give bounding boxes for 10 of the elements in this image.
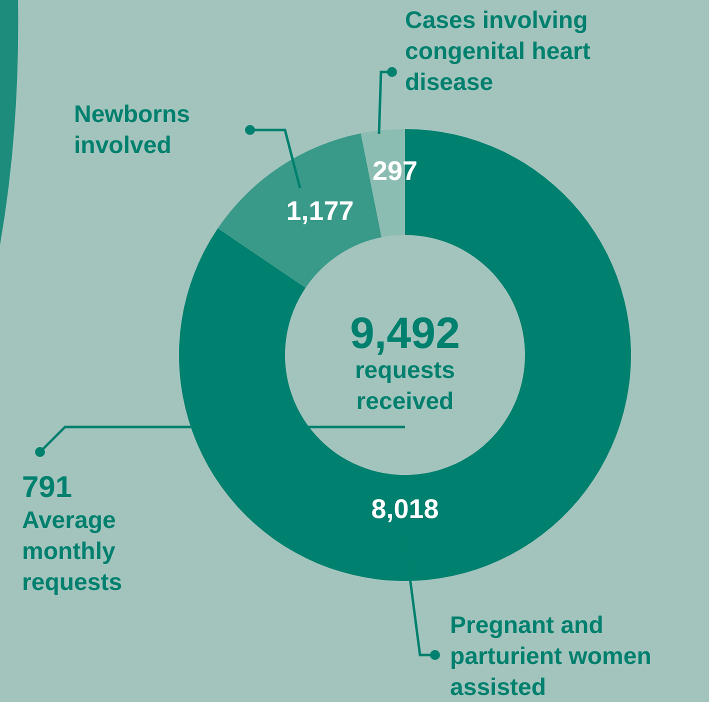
slice-label: Newborns involved [74,101,190,159]
legend-label: Pregnant and parturient women assisted [450,612,652,701]
donut-slice [179,129,631,581]
text: 791 [22,471,72,504]
text: Average monthly requests [22,507,122,596]
data-label: 8,018 [371,494,439,524]
data-label: 1,177 [286,196,354,226]
slice-label: Cases involving congenital heart disease [405,7,590,96]
text: 9,492 [350,309,460,358]
text: requests received [354,357,456,415]
